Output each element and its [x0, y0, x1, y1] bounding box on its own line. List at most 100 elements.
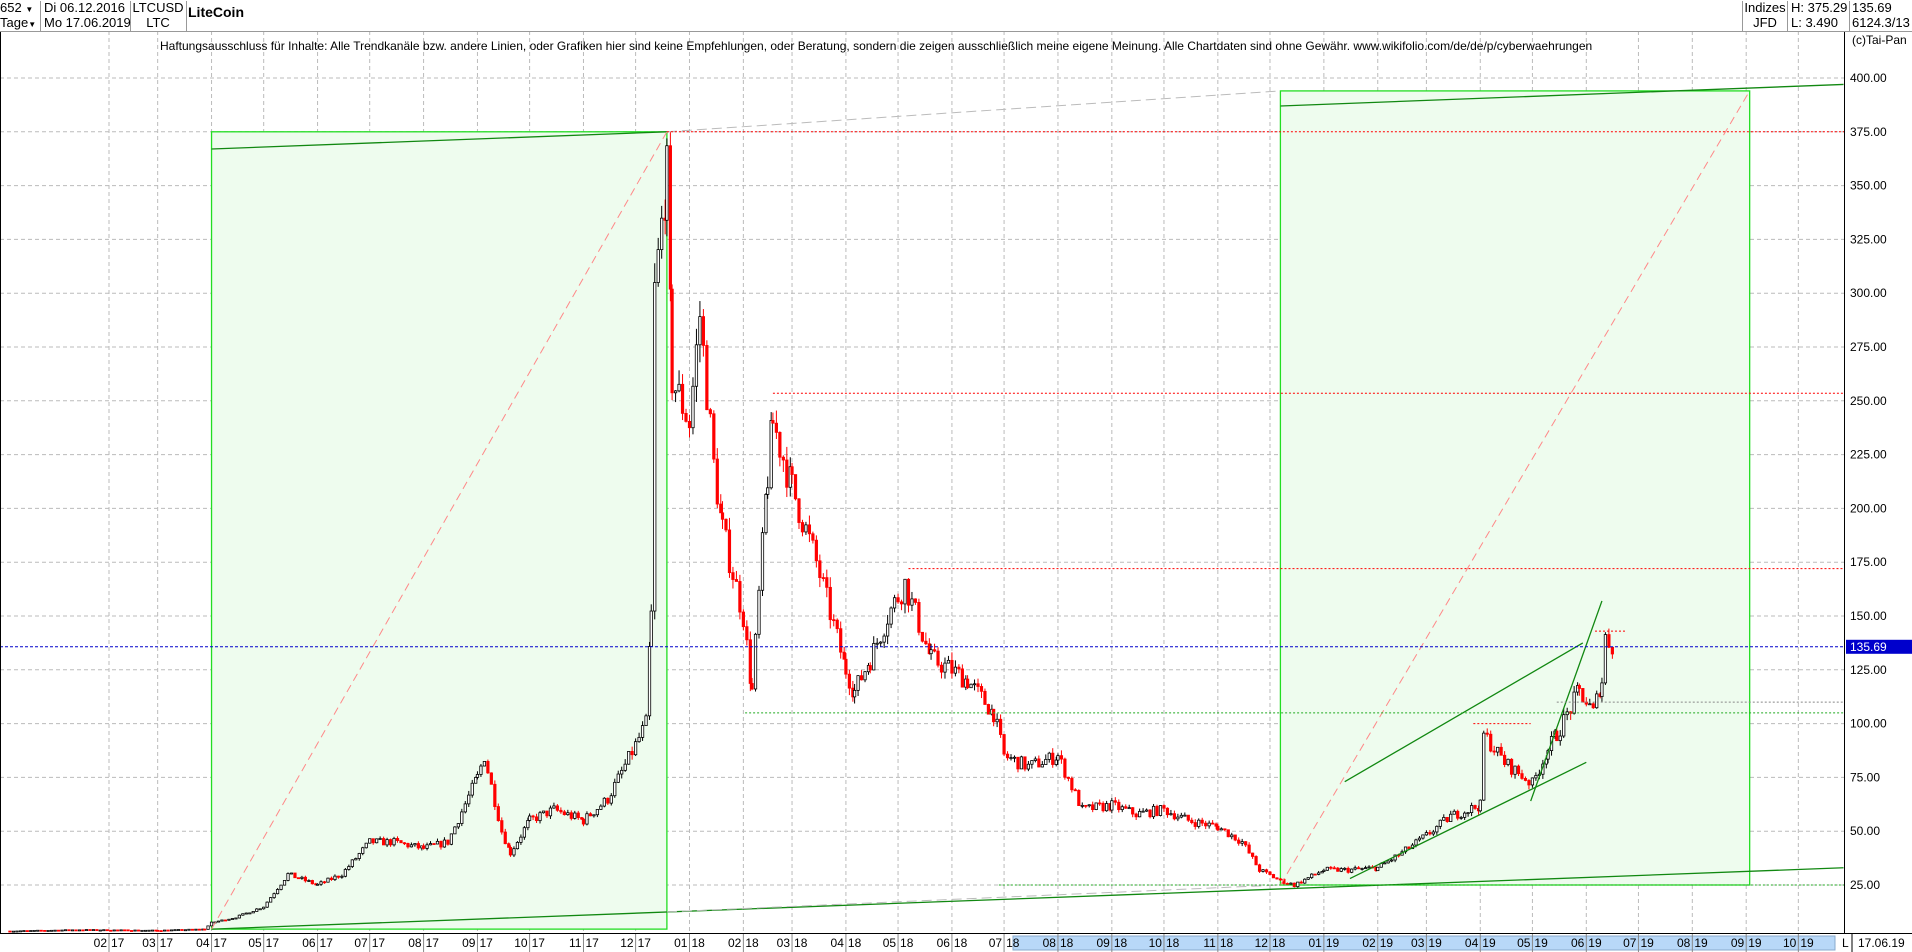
x-tick-label: 11	[569, 936, 582, 950]
candle-body	[129, 930, 134, 932]
candle-body	[140, 929, 144, 932]
y-tick-label: 125.00	[1850, 663, 1887, 677]
candle-body	[606, 797, 610, 804]
x-tick-label: 08	[408, 936, 422, 950]
x-tick-label: 17	[160, 936, 174, 950]
end-date[interactable]: Mo 17.06.2019	[44, 15, 131, 30]
x-tick-label: 17	[266, 936, 280, 950]
candle-body	[1296, 881, 1300, 888]
candle-body	[1151, 805, 1156, 818]
candle-body	[627, 751, 631, 765]
candle-body	[1047, 752, 1051, 760]
bars-and-period-select[interactable]: 652 ▼ Tage▼	[0, 1, 41, 31]
candle-body	[1080, 804, 1084, 807]
candle-body	[244, 912, 248, 915]
candle-body	[677, 383, 681, 392]
candle-body	[1179, 814, 1183, 818]
candle-body	[315, 883, 320, 886]
candle-body	[1155, 805, 1159, 816]
candle-body	[392, 838, 396, 846]
y-tick-label: 300.00	[1850, 286, 1887, 300]
candle-body	[84, 929, 89, 931]
chevron-down-icon[interactable]: ▼	[25, 5, 34, 14]
candle-body	[1445, 817, 1449, 823]
candle-body	[1169, 813, 1173, 816]
candle-body	[371, 838, 375, 844]
x-tick-label: 10	[514, 936, 528, 950]
symbol-cell[interactable]: LTCUSD LTC	[130, 1, 187, 31]
candle-body	[512, 848, 516, 856]
candle-body	[1591, 703, 1595, 709]
x-tick-label: 18	[1272, 936, 1286, 950]
candle-body	[343, 869, 347, 877]
candle-body	[979, 686, 984, 692]
candle-body	[81, 929, 85, 932]
candle-body	[983, 690, 987, 705]
candle-body	[220, 919, 224, 922]
candle-body	[946, 659, 951, 664]
candle-body	[1040, 764, 1044, 768]
x-tick-label: 03	[1411, 936, 1425, 950]
candle-body	[500, 820, 504, 833]
candle-body	[1257, 864, 1262, 872]
candle-body	[1230, 834, 1234, 838]
candle-body	[1148, 809, 1152, 818]
candle-body	[1463, 812, 1467, 818]
date-range[interactable]: Di 06.12.2016 Mo 17.06.2019	[42, 1, 131, 31]
x-tick-label: 04	[1465, 936, 1479, 950]
start-date[interactable]: Di 06.12.2016	[44, 0, 125, 15]
candle-body	[1009, 757, 1013, 760]
diag-line	[1279, 90, 1751, 886]
x-tick-label: 17	[585, 936, 599, 950]
candle-body	[1051, 752, 1055, 765]
candle-body	[421, 845, 426, 849]
candle-body	[1600, 682, 1604, 697]
candle-body	[771, 420, 775, 424]
x-tick-label: 18	[691, 936, 705, 950]
x-tick-label: 17	[426, 936, 440, 950]
candle-body	[173, 929, 177, 932]
candle-body	[230, 918, 234, 920]
y-tick-label: 250.00	[1850, 394, 1887, 408]
candle-body	[395, 838, 400, 841]
candle-body	[1353, 867, 1357, 870]
trend-line	[211, 131, 667, 150]
candle-body	[442, 839, 447, 848]
candle-body	[1204, 822, 1208, 827]
x-tick-label: 10	[1783, 936, 1797, 950]
candle-body	[793, 474, 798, 500]
period-select[interactable]: Tage	[0, 15, 29, 30]
candle-body	[832, 619, 836, 622]
chevron-down-icon[interactable]: ▼	[28, 20, 37, 29]
candle-body	[1275, 877, 1279, 880]
candle-body	[753, 633, 758, 690]
candle-body	[705, 345, 709, 411]
candle-body	[1595, 693, 1599, 709]
visible-range-highlight[interactable]	[1012, 935, 1836, 951]
candle-body	[720, 512, 725, 520]
info-value: 6124.3/13	[1852, 15, 1910, 30]
candle-body	[460, 811, 464, 824]
candle-body	[1211, 822, 1215, 825]
candle-body	[1588, 703, 1592, 706]
candle-body	[479, 765, 483, 775]
candle-body	[1271, 874, 1276, 879]
candle-body	[653, 282, 657, 612]
candle-body	[1581, 688, 1585, 703]
candle-body	[126, 929, 130, 932]
candle-body	[630, 751, 634, 756]
y-tick-label: 375.00	[1850, 125, 1887, 139]
x-tick-label: 19	[1588, 936, 1602, 950]
candle-body	[1469, 805, 1474, 813]
candle-body	[797, 498, 801, 523]
candle-body	[375, 838, 379, 844]
candle-body	[156, 929, 160, 932]
candle-body	[620, 769, 624, 775]
candle-body	[1019, 756, 1024, 770]
candle-body	[899, 601, 904, 605]
disclaimer-text: Haftungsausschluss für Inhalte: Alle Tre…	[160, 39, 1593, 53]
x-tick-label: 02	[1362, 936, 1376, 950]
candle-body	[566, 812, 570, 816]
candle-body	[1247, 844, 1251, 854]
